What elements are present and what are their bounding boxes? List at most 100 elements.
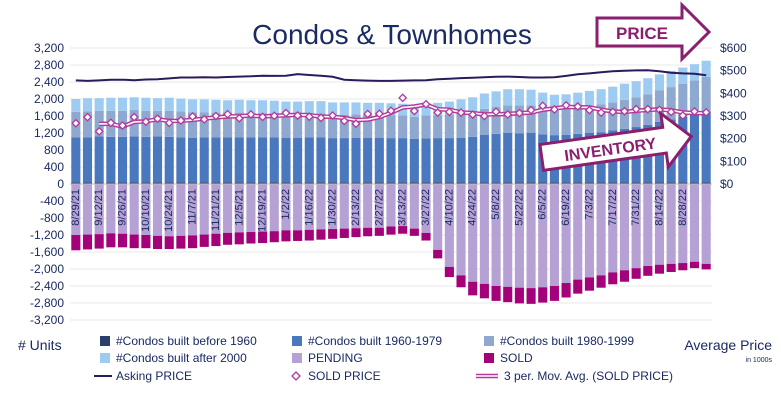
bar-segment [654, 182, 665, 184]
bar-segment [82, 137, 93, 183]
sold-price-point [176, 116, 186, 126]
bar-segment [211, 137, 221, 183]
sold-price-point [188, 111, 198, 121]
sold-price-point [619, 106, 629, 116]
bar-segment [538, 107, 548, 135]
sold-price-point [164, 118, 174, 128]
bar-segment [479, 182, 489, 184]
x-axis: 8/29/21 9/12/21 9/26/21 10/10/21 10/24/21 11/… [70, 189, 689, 232]
bar-segment [328, 102, 338, 115]
bar-segment [701, 263, 711, 270]
x-tick-label: 11/21/21 [210, 189, 222, 231]
sold-price-point [223, 109, 233, 119]
line-series [71, 69, 711, 136]
bar-segment [561, 184, 571, 284]
legend-swatch [484, 353, 494, 363]
legend-swatch [484, 336, 494, 346]
sold-price-point [199, 114, 209, 124]
bar-segment [491, 286, 501, 301]
bar-segment [199, 99, 209, 113]
bar-segment [339, 182, 349, 184]
bar-segment [246, 100, 256, 114]
bar-segment [479, 134, 489, 183]
bar-segment [351, 184, 361, 229]
sold-price-point [701, 107, 711, 117]
y2-tick-label: $100 [720, 154, 747, 168]
y-tick-label: -1,200 [30, 228, 64, 242]
x-tick-label: 7/3/22 [583, 189, 595, 220]
y-tick-label: 3,200 [34, 41, 64, 55]
legend: #Condos built before 1960 #Condos built 1… [94, 334, 673, 383]
sold-price-point [596, 108, 606, 118]
x-tick-label: 2/27/22 [373, 189, 385, 226]
bar-segment [456, 184, 466, 276]
bar-segment [643, 266, 653, 276]
bar-segment [596, 182, 606, 184]
bar-segment [304, 113, 314, 138]
legend-label: SOLD [500, 351, 533, 365]
bar-segment [234, 184, 244, 233]
x-tick-label: 8/28/22 [677, 189, 689, 226]
bar-segment [223, 100, 233, 113]
bar-segment [374, 137, 384, 183]
bar-segment [433, 182, 443, 184]
bar-segment [304, 182, 314, 184]
bar-segment [351, 137, 361, 183]
bar-segment [234, 182, 244, 184]
sold-price-point [468, 110, 478, 120]
bar-segment [94, 136, 104, 183]
sold-price-point [82, 112, 93, 122]
bar-segment [561, 283, 571, 298]
bar-segment [152, 98, 163, 111]
x-tick-label: 4/10/22 [443, 189, 455, 226]
bar-segment [328, 182, 338, 184]
bar-segment [94, 182, 104, 184]
sold-price-point [491, 107, 501, 117]
bar-segment [503, 105, 513, 133]
bar-segment [117, 184, 128, 234]
bar-segment [643, 78, 653, 95]
bar-segment [514, 133, 524, 183]
bar-segment [117, 97, 128, 111]
bar-segment [106, 182, 116, 184]
inventory-arrow-shape [538, 110, 694, 173]
bar-segment [433, 249, 443, 259]
bar-segment [421, 184, 431, 233]
bar-segment [304, 229, 314, 241]
bar-segment [304, 137, 314, 183]
bar-segment [234, 99, 244, 113]
bar-segment [386, 138, 396, 183]
sold-price-point [538, 101, 548, 111]
bar-segment [117, 136, 128, 183]
bar-segment [526, 288, 536, 304]
bar-segment [281, 230, 291, 242]
bar-segment [199, 184, 209, 235]
bar-segment [456, 137, 466, 183]
bar-segment [421, 232, 431, 241]
bar-segment [374, 114, 384, 138]
bar-segment [351, 102, 361, 115]
bar-segment [491, 107, 501, 134]
bar-segment [689, 114, 700, 183]
bar-segment [94, 184, 104, 235]
bar-segment [328, 184, 338, 230]
bar-segment [573, 107, 583, 134]
bar-segment [339, 138, 349, 183]
bar-segment [141, 184, 151, 235]
price-callout: PRICE [595, 1, 712, 63]
sold-price-point [316, 113, 326, 123]
legend-swatch [100, 336, 110, 346]
bar-segment [223, 182, 233, 184]
legend-label: #Condos built 1960-1979 [308, 334, 442, 348]
y-tick-label: 2,800 [34, 58, 64, 72]
bar-segment [701, 60, 711, 77]
bar-segment [199, 234, 209, 247]
bar-segment [258, 137, 268, 183]
bar-segment [608, 272, 618, 285]
y2-tick-label: $500 [720, 64, 747, 78]
sold-price-point [258, 112, 268, 122]
bar-segment [363, 182, 373, 184]
bar-segment [328, 114, 338, 139]
bar-segment [304, 101, 314, 114]
price-callout-label: PRICE [616, 24, 668, 43]
